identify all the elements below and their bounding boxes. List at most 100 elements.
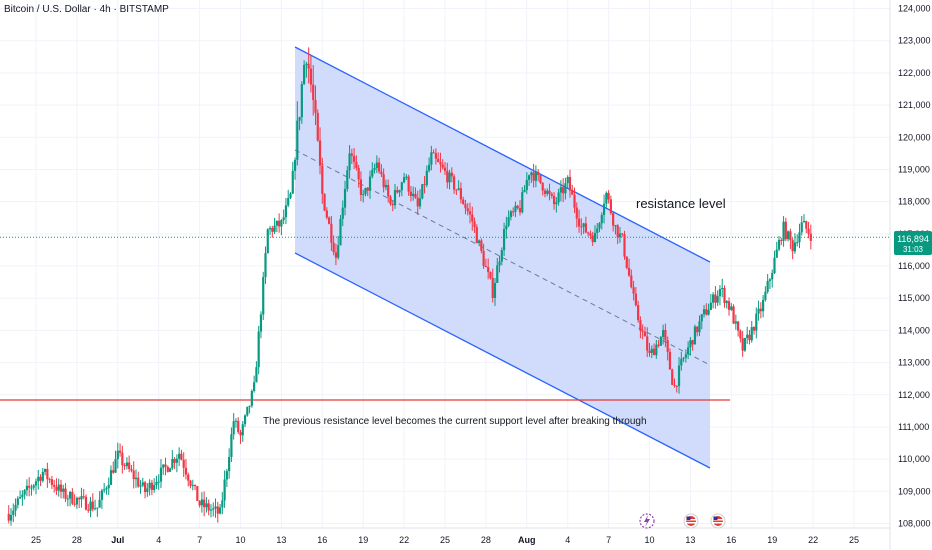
candle bbox=[489, 271, 492, 280]
candle-body bbox=[523, 189, 526, 193]
candle-body bbox=[496, 265, 499, 283]
candle bbox=[555, 197, 558, 213]
candle bbox=[718, 285, 722, 306]
candle bbox=[680, 351, 683, 371]
candle bbox=[500, 247, 503, 266]
candle bbox=[205, 497, 208, 513]
support-label: The previous resistance level becomes th… bbox=[263, 416, 647, 427]
candle-body bbox=[777, 239, 781, 250]
candle bbox=[432, 149, 435, 154]
candle bbox=[707, 303, 710, 316]
candle bbox=[364, 187, 367, 197]
candle bbox=[471, 206, 474, 231]
candle-body bbox=[259, 314, 263, 332]
candle-body bbox=[66, 498, 69, 500]
candle bbox=[807, 221, 810, 239]
candle bbox=[373, 163, 376, 174]
candle-body bbox=[289, 193, 292, 198]
candle-body bbox=[543, 190, 547, 194]
candle-body bbox=[18, 497, 22, 499]
candle-body bbox=[212, 508, 215, 510]
candle-body bbox=[734, 321, 737, 324]
candle-body bbox=[303, 64, 306, 85]
candle-body bbox=[471, 214, 474, 222]
candle bbox=[502, 222, 506, 257]
candle bbox=[250, 389, 253, 408]
candle bbox=[750, 320, 753, 343]
candle-body bbox=[718, 289, 722, 297]
candle-body bbox=[266, 229, 269, 254]
candle-body bbox=[739, 330, 742, 339]
candle bbox=[325, 207, 328, 220]
event-marker-us-2[interactable] bbox=[710, 513, 726, 529]
candle-body bbox=[234, 420, 238, 422]
candle bbox=[568, 169, 572, 198]
candle-body bbox=[609, 199, 612, 214]
candle-body bbox=[257, 331, 260, 368]
candle-body bbox=[766, 280, 769, 292]
candle-body bbox=[534, 171, 537, 181]
x-tick-label: 4 bbox=[565, 535, 570, 545]
candle-body bbox=[809, 233, 812, 241]
candle bbox=[725, 299, 728, 309]
candle bbox=[57, 478, 60, 497]
candle bbox=[675, 385, 678, 393]
candle bbox=[564, 177, 567, 200]
candle bbox=[198, 500, 201, 508]
candle-body bbox=[641, 330, 644, 332]
candle-body bbox=[541, 182, 544, 191]
price-axis[interactable]: 108,000 109,000 110,000 111,000 112,000 113,0… bbox=[889, 0, 931, 550]
candle bbox=[243, 414, 247, 428]
candle bbox=[157, 474, 160, 490]
candle bbox=[427, 157, 431, 173]
candle-body bbox=[375, 162, 378, 169]
candle-body bbox=[278, 220, 281, 227]
candle bbox=[37, 469, 40, 490]
candle-body bbox=[273, 225, 276, 232]
last-price-value: 116,894 bbox=[897, 234, 929, 244]
candle-body bbox=[389, 196, 392, 204]
candle bbox=[357, 164, 360, 188]
candle-body bbox=[293, 159, 297, 171]
candle bbox=[12, 503, 15, 523]
candle-body bbox=[139, 485, 142, 487]
candle bbox=[130, 465, 133, 473]
candle-body bbox=[103, 489, 106, 491]
candle-body bbox=[109, 470, 113, 485]
candle-body bbox=[68, 492, 72, 499]
event-markers[interactable] bbox=[639, 513, 726, 529]
time-axis[interactable]: 25 28 Jul 4 7 10 13 16 19 22 25 28 Aug 4 7 10 13 16 19 22 25 bbox=[0, 527, 890, 545]
candle-body bbox=[484, 265, 487, 268]
event-marker-economic[interactable] bbox=[639, 513, 655, 529]
candle bbox=[755, 307, 758, 339]
candle bbox=[696, 326, 699, 337]
candle-body bbox=[184, 467, 188, 475]
candle bbox=[59, 479, 63, 499]
candle-body bbox=[248, 405, 251, 407]
candle-body bbox=[318, 140, 322, 166]
candle-body bbox=[546, 190, 549, 194]
candle-body bbox=[75, 497, 78, 505]
candle-body bbox=[100, 490, 103, 500]
candle bbox=[46, 462, 49, 488]
candle bbox=[34, 478, 38, 495]
candle-body bbox=[305, 63, 308, 65]
candle-body bbox=[123, 465, 126, 467]
candle bbox=[18, 490, 22, 499]
candle-body bbox=[300, 84, 303, 118]
candle-body bbox=[705, 309, 708, 315]
candle bbox=[757, 300, 760, 321]
annotations: resistance level The previous resistance… bbox=[263, 196, 726, 427]
candle bbox=[223, 470, 226, 508]
event-marker-us-1[interactable] bbox=[683, 513, 699, 529]
candle-body bbox=[162, 464, 165, 468]
candle-body bbox=[491, 277, 494, 298]
candle bbox=[655, 340, 658, 359]
candle-body bbox=[412, 193, 415, 197]
candle-body bbox=[346, 170, 349, 189]
candle bbox=[334, 243, 338, 266]
candle bbox=[384, 179, 388, 191]
candle bbox=[239, 429, 242, 444]
candle-body bbox=[634, 293, 637, 306]
